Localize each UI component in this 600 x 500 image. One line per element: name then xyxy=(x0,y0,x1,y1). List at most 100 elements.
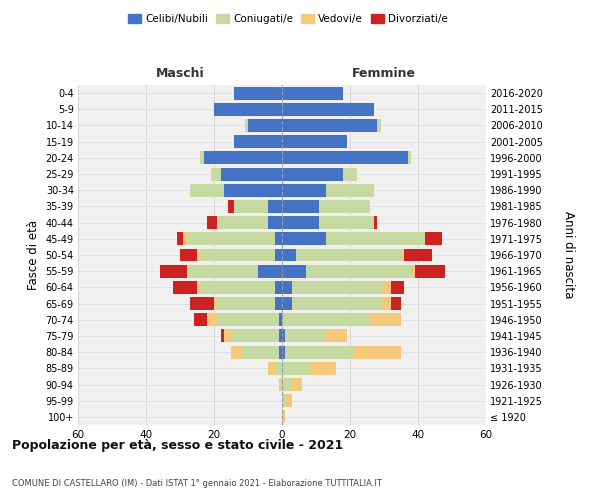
Bar xyxy=(173,281,197,294)
Bar xyxy=(286,394,292,407)
Bar xyxy=(278,314,282,326)
Bar xyxy=(190,184,224,196)
Bar xyxy=(404,248,431,262)
Bar xyxy=(268,362,275,375)
Bar xyxy=(326,184,374,196)
Bar xyxy=(282,216,319,229)
Bar xyxy=(224,184,282,196)
Bar xyxy=(217,216,268,229)
Bar xyxy=(282,184,326,196)
Bar xyxy=(282,394,286,407)
Bar xyxy=(292,378,302,391)
Bar xyxy=(197,248,200,262)
Bar xyxy=(282,200,319,213)
Bar xyxy=(227,200,235,213)
Bar xyxy=(370,314,401,326)
Bar xyxy=(343,168,357,180)
Bar xyxy=(292,297,380,310)
Bar xyxy=(282,362,309,375)
Bar xyxy=(326,232,425,245)
Bar xyxy=(268,216,282,229)
Bar xyxy=(207,314,217,326)
Bar xyxy=(319,216,374,229)
Bar xyxy=(282,152,408,164)
Bar xyxy=(245,119,248,132)
Bar xyxy=(231,346,241,358)
Bar xyxy=(306,264,411,278)
Bar xyxy=(200,152,204,164)
Bar xyxy=(282,135,347,148)
Bar xyxy=(160,264,187,278)
Bar xyxy=(176,232,184,245)
Text: Maschi: Maschi xyxy=(155,67,205,80)
Bar xyxy=(235,135,282,148)
Bar xyxy=(391,297,401,310)
Bar xyxy=(282,410,286,424)
Bar xyxy=(282,297,292,310)
Bar xyxy=(217,297,275,310)
Bar xyxy=(309,362,337,375)
Bar xyxy=(248,119,282,132)
Bar xyxy=(190,297,214,310)
Y-axis label: Fasce di età: Fasce di età xyxy=(27,220,40,290)
Bar xyxy=(377,119,380,132)
Bar xyxy=(374,216,377,229)
Bar xyxy=(353,346,401,358)
Bar xyxy=(282,86,343,100)
Text: Femmine: Femmine xyxy=(352,67,416,80)
Bar xyxy=(200,248,275,262)
Bar xyxy=(282,103,374,116)
Bar xyxy=(408,152,411,164)
Bar xyxy=(380,297,391,310)
Bar xyxy=(286,330,326,342)
Bar xyxy=(282,314,370,326)
Bar xyxy=(278,330,282,342)
Bar xyxy=(180,248,197,262)
Bar xyxy=(411,264,415,278)
Bar xyxy=(425,232,442,245)
Bar xyxy=(268,200,282,213)
Bar xyxy=(194,314,207,326)
Bar xyxy=(275,248,282,262)
Bar xyxy=(204,152,282,164)
Bar xyxy=(197,281,200,294)
Bar xyxy=(391,281,404,294)
Bar xyxy=(282,168,343,180)
Bar xyxy=(214,103,282,116)
Bar xyxy=(282,248,296,262)
Bar xyxy=(286,346,353,358)
Bar xyxy=(275,362,282,375)
Bar xyxy=(292,281,380,294)
Bar xyxy=(319,200,370,213)
Bar xyxy=(200,281,275,294)
Bar xyxy=(258,264,282,278)
Bar xyxy=(184,232,187,245)
Bar xyxy=(211,168,221,180)
Bar xyxy=(187,232,275,245)
Bar xyxy=(282,232,326,245)
Bar xyxy=(275,297,282,310)
Bar xyxy=(241,346,278,358)
Bar xyxy=(231,330,278,342)
Bar xyxy=(214,297,217,310)
Bar xyxy=(278,346,282,358)
Bar xyxy=(235,86,282,100)
Bar xyxy=(282,330,286,342)
Text: COMUNE DI CASTELLARO (IM) - Dati ISTAT 1° gennaio 2021 - Elaborazione TUTTITALIA: COMUNE DI CASTELLARO (IM) - Dati ISTAT 1… xyxy=(12,478,382,488)
Bar xyxy=(217,314,278,326)
Bar xyxy=(282,346,286,358)
Bar xyxy=(326,330,347,342)
Bar xyxy=(275,232,282,245)
Bar xyxy=(415,264,445,278)
Bar xyxy=(224,330,231,342)
Bar xyxy=(401,248,404,262)
Y-axis label: Anni di nascita: Anni di nascita xyxy=(562,212,575,298)
Text: Popolazione per età, sesso e stato civile - 2021: Popolazione per età, sesso e stato civil… xyxy=(12,440,343,452)
Bar xyxy=(187,264,258,278)
Bar xyxy=(235,200,268,213)
Bar xyxy=(275,281,282,294)
Bar xyxy=(282,281,292,294)
Bar xyxy=(221,330,224,342)
Bar xyxy=(380,281,391,294)
Bar xyxy=(296,248,401,262)
